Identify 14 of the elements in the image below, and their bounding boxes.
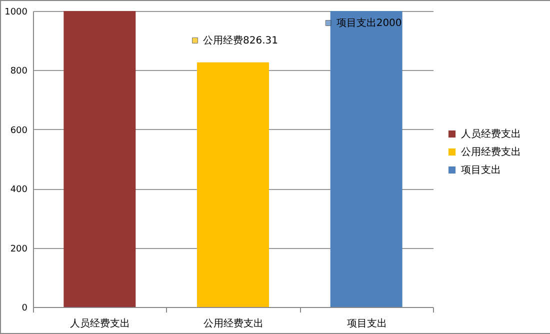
y-tick-label: 600 bbox=[10, 126, 28, 136]
legend-label: 人员经费支出 bbox=[461, 128, 521, 140]
data-label: 公用经费826.31 bbox=[203, 34, 278, 46]
x-tick-label: 人员经费支出 bbox=[70, 318, 130, 330]
legend-label: 项目支出 bbox=[461, 164, 501, 176]
y-tick-label: 800 bbox=[10, 66, 28, 77]
y-tick-label: 400 bbox=[10, 185, 28, 196]
x-tick-label: 公用经费支出 bbox=[204, 318, 264, 330]
annotation: 项目支出2000 bbox=[336, 17, 402, 29]
y-tick-label: 200 bbox=[10, 244, 28, 254]
x-tick-label: 项目支出 bbox=[346, 318, 387, 330]
y-tick-label: 0 bbox=[22, 304, 28, 314]
legend-label: 公用经费支出 bbox=[461, 146, 521, 158]
y-tick-label: 1000 bbox=[4, 8, 28, 18]
